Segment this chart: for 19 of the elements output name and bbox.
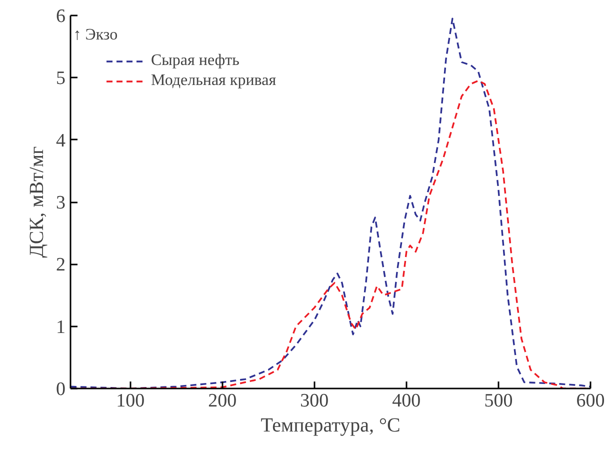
x-tick-label: 100 (116, 390, 145, 412)
x-axis-title: Температура, °C (260, 414, 400, 436)
line-series (70, 18, 590, 388)
y-tick-label: 4 (56, 130, 66, 152)
x-tick-label: 500 (484, 390, 513, 412)
x-tick-label: 600 (576, 390, 605, 412)
y-tick-label: 0 (56, 379, 66, 400)
y-tick-label: 5 (56, 68, 66, 90)
x-tick-label: 400 (392, 390, 421, 412)
annotation: ↑ Экзо (73, 26, 118, 44)
x-tick-label: 300 (300, 390, 329, 412)
y-tick-label: 3 (56, 192, 66, 214)
x-tick-label: 200 (208, 390, 237, 412)
y-axis-title: ДСК, мВт/мг (26, 146, 48, 258)
y-tick-label: 2 (56, 254, 66, 276)
y-tick-label: 6 (56, 6, 66, 27)
legend-label: Сырая нефть (151, 52, 240, 70)
legend-label: Модельная кривая (151, 72, 276, 90)
y-tick-label: 1 (56, 316, 66, 338)
